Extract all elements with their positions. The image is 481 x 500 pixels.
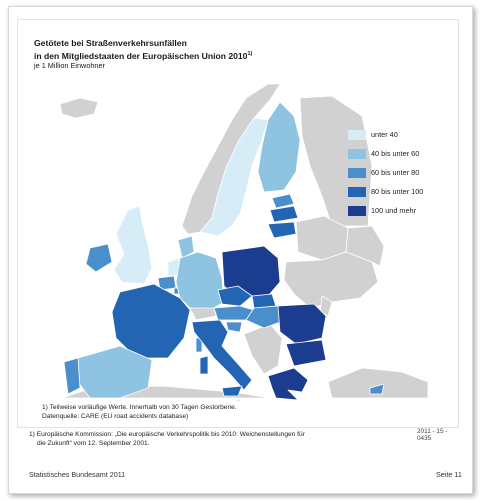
slovakia (251, 293, 277, 309)
sweden (199, 117, 269, 237)
romania (277, 303, 327, 345)
figure-code: 2011 - 15 - 0435 (417, 428, 448, 442)
map-legend: unter 40 40 bis unter 60 60 bis unter 80… (348, 129, 458, 224)
footnote-line-1: 1) Europäische Kommission: „Die europäis… (29, 431, 305, 438)
hungary (245, 305, 287, 329)
legend-swatch (348, 129, 366, 140)
russia-south (345, 225, 385, 267)
italy (191, 319, 253, 391)
title-line-2: in den Mitgliedstaaten der Europäischen … (34, 50, 248, 61)
figure-note: 1) Teilweise vorläufige Werte. Innerhalb… (42, 404, 237, 421)
cyprus (369, 383, 385, 395)
greece (267, 367, 309, 401)
france (111, 283, 191, 359)
estonia (271, 193, 295, 209)
malta (235, 399, 241, 401)
footer-publisher: Statistisches Bundesamt 2011 (29, 470, 126, 479)
legend-label: unter 40 (371, 130, 398, 139)
legend-swatch (348, 186, 366, 197)
moldova (319, 295, 333, 317)
legend-swatch (348, 205, 366, 216)
iceland (59, 97, 99, 119)
portugal (63, 357, 81, 395)
germany (175, 251, 225, 309)
note-line-2: Datenquelle: CARE (EU road accidents dat… (42, 412, 189, 420)
legend-swatch (348, 167, 366, 178)
czech-republic (217, 285, 253, 307)
europe-map (59, 83, 429, 401)
figure-title: Getötete bei Straßenverkehrsunfällen in … (34, 38, 252, 62)
legend-item: 60 bis unter 80 (348, 167, 458, 178)
legend-label: 80 bis unter 100 (371, 187, 424, 196)
latvia (269, 205, 299, 223)
bulgaria (285, 339, 327, 367)
footnote-line-2: die Zukunft“ vom 12. September 2001. (37, 439, 150, 447)
page-footnote: 1) Europäische Kommission: „Die europäis… (29, 431, 449, 448)
footer-page-number: Seite 11 (436, 470, 462, 479)
legend-label: 40 bis unter 60 (371, 149, 420, 158)
denmark (177, 235, 195, 259)
finland (257, 101, 301, 193)
legend-item: 40 bis unter 60 (348, 148, 458, 159)
document-page: Getötete bei Straßenverkehrsunfällen in … (8, 6, 473, 494)
note-line-1: 1) Teilweise vorläufige Werte. Innerhalb… (42, 404, 237, 411)
legend-item: 80 bis unter 100 (348, 186, 458, 197)
legend-item: 100 und mehr (348, 205, 458, 216)
legend-label: 60 bis unter 80 (371, 168, 420, 177)
sardinia (199, 355, 209, 375)
title-line-1: Getötete bei Straßenverkehrsunfällen (34, 38, 187, 48)
ireland (85, 243, 113, 273)
map-figure: Getötete bei Straßenverkehrsunfällen in … (17, 19, 459, 442)
turkey (327, 367, 429, 399)
legend-item: unter 40 (348, 129, 458, 140)
sicily (221, 385, 243, 397)
slovenia (225, 321, 243, 333)
lithuania (267, 221, 297, 239)
legend-label: 100 und mehr (371, 206, 417, 215)
figure-subtitle: je 1 Million Einwohner (34, 61, 105, 70)
title-superscript: 1) (247, 51, 253, 57)
legend-swatch (348, 148, 366, 159)
united-kingdom (113, 205, 153, 285)
ukraine (283, 251, 379, 309)
balkans-west (243, 323, 283, 375)
